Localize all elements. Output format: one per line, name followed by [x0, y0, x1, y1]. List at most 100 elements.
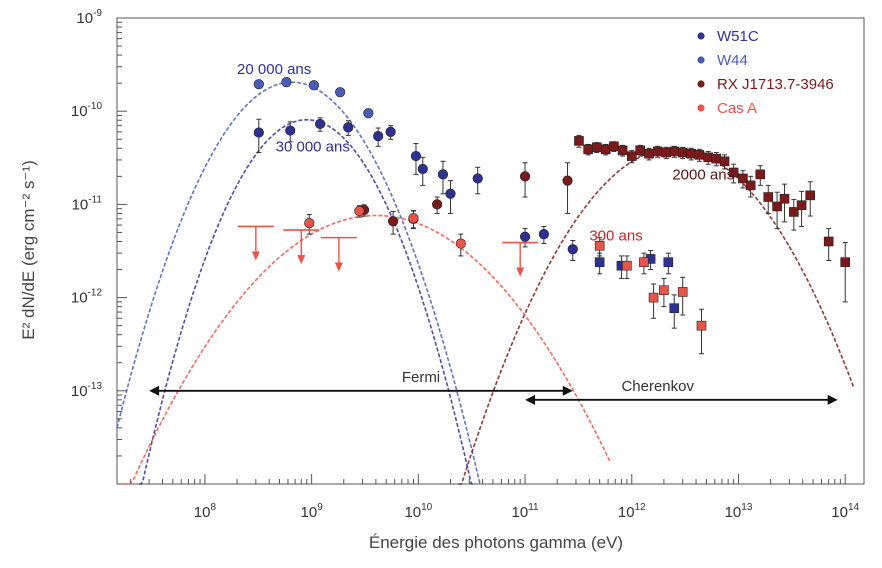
data-point [567, 244, 578, 255]
annotation-label: 20 000 ans [237, 61, 311, 78]
data-point [617, 145, 628, 156]
model-curve [116, 81, 483, 485]
data-point [686, 148, 696, 159]
data-point [253, 79, 264, 90]
upper-limit-arrow [251, 251, 260, 261]
data-point [669, 146, 680, 157]
y-axis-label: E² dN/dE (erg cm⁻² s⁻¹) [19, 160, 38, 339]
data-point [661, 147, 671, 158]
data-point [432, 199, 443, 210]
data-point [694, 150, 705, 160]
x-tick-label: 1010 [404, 502, 432, 521]
data-point [626, 151, 637, 161]
data-point [388, 216, 399, 227]
data-point [385, 126, 396, 137]
plot-frame [116, 17, 865, 485]
data-point [796, 200, 807, 211]
upper-limit-arrow [516, 267, 525, 277]
data-point [591, 142, 602, 153]
data-point [285, 125, 296, 136]
data-point [719, 156, 730, 167]
annotation-label: 300 ans [589, 227, 642, 244]
data-point [445, 188, 456, 199]
annotation-label: Cherenkov [621, 378, 694, 395]
data-point [738, 173, 748, 184]
model-curves [116, 81, 855, 485]
data-point [711, 153, 722, 164]
data-point [373, 131, 384, 142]
x-tick-label: 1012 [618, 502, 646, 521]
data-point [594, 257, 605, 267]
data-point [703, 152, 713, 163]
data-point [594, 240, 605, 251]
data-point [805, 190, 816, 201]
x-tick-labels: 108 109 1010 1011 1012 1013 1014 [194, 502, 860, 521]
data-point [772, 201, 782, 212]
legend-marker [697, 104, 705, 112]
legend-marker [697, 32, 705, 40]
data-point [644, 148, 654, 159]
x-tick-label: 1014 [831, 502, 859, 521]
data-point [635, 145, 646, 156]
data-point [583, 144, 593, 155]
y-tick-label: 10-9 [76, 8, 102, 27]
data-point [669, 303, 680, 313]
data-point [840, 257, 851, 267]
model-curve [139, 118, 475, 485]
legend-marker [697, 56, 705, 64]
data-point [455, 238, 466, 249]
data-point [574, 136, 584, 146]
data-point [779, 193, 790, 204]
y-tick-label: 10-12 [71, 288, 103, 307]
legend: W51C W44 RX J1713.7-3946 Cas A [697, 28, 834, 117]
range-arrowhead-left [525, 394, 536, 405]
x-tick-label: 109 [301, 502, 324, 521]
data-point [281, 77, 292, 88]
upper-limit-arrow [334, 262, 343, 272]
data-point [363, 108, 374, 119]
data-point [648, 292, 659, 303]
annotations: 20 000 ans 30 000 ans 2000 ans 300 ans Fermi… [237, 61, 734, 395]
annotation-label: 2000 ans [672, 166, 734, 183]
data-point [663, 257, 674, 267]
data-point [622, 260, 632, 271]
data-point [519, 231, 531, 242]
data-point [253, 127, 264, 138]
data-point [437, 169, 449, 180]
data-point [343, 122, 354, 133]
annotation-label: 30 000 ans [276, 138, 350, 155]
legend-entry: RX J1713.7-3946 [717, 76, 834, 93]
data-point [652, 146, 663, 157]
x-tick-label: 108 [194, 502, 217, 521]
y-tick-label: 10-10 [71, 101, 103, 120]
data-point [728, 167, 739, 178]
data-point [789, 207, 799, 217]
annotation-label: Fermi [402, 369, 440, 386]
data-point [823, 236, 834, 247]
x-tick-label: 1013 [725, 502, 753, 521]
data-point [538, 229, 549, 240]
y-tick-label: 10-11 [72, 194, 103, 213]
data-point [745, 180, 756, 191]
data-point [354, 205, 365, 217]
data-point [304, 218, 315, 229]
data-point [639, 257, 649, 267]
model-curve [123, 214, 612, 485]
y-tick-labels: 10-9 10-10 10-11 10-12 10-13 [71, 8, 103, 400]
data-point [562, 175, 573, 186]
data-point [410, 150, 422, 162]
x-tick-label: 1011 [512, 502, 540, 521]
range-arrowhead-right [562, 385, 573, 396]
data-point [600, 144, 611, 155]
data-point [677, 147, 688, 158]
legend-entry: Cas A [717, 100, 757, 117]
data-point [417, 163, 428, 175]
data-point [609, 141, 619, 152]
data-point [755, 169, 766, 180]
instrument-ranges [149, 385, 838, 405]
data-point [659, 285, 669, 296]
upper-limit-arrow [297, 255, 306, 265]
y-tick-label: 10-13 [71, 381, 103, 400]
minor-ticks [117, 17, 846, 485]
